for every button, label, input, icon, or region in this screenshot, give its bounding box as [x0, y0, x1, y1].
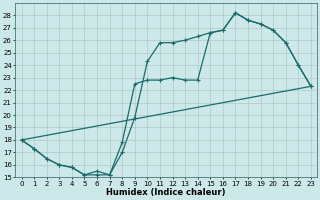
- X-axis label: Humidex (Indice chaleur): Humidex (Indice chaleur): [107, 188, 226, 197]
